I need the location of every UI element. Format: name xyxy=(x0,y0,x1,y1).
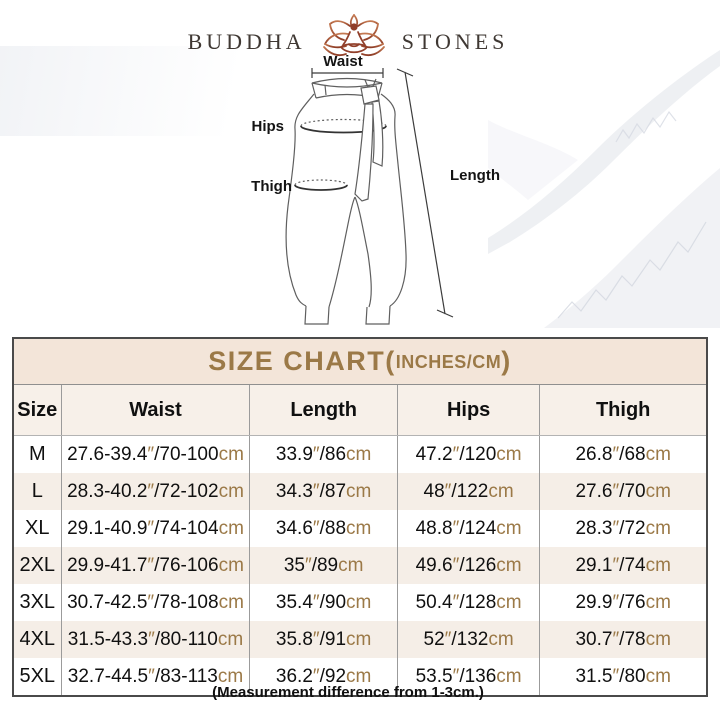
column-header-thigh: Thigh xyxy=(539,385,706,436)
value-cell: 30.7-42.5″/78-108cm xyxy=(60,584,250,621)
size-cell: M xyxy=(28,443,46,465)
table-row-5xl: 5XL 32.7-44.5″/83-113cm 36.2″/92cm 53.5″/13… xyxy=(14,658,706,695)
value-cell: 47.2″/120cm xyxy=(396,435,540,473)
value-cell: 27.6″/70cm xyxy=(539,473,706,510)
value-cell: 35.8″/91cm xyxy=(249,621,398,658)
value-cell: 36.2″/92cm xyxy=(249,658,398,695)
size-cell: 2XL xyxy=(19,554,56,576)
value-cell: 34.3″/87cm xyxy=(249,473,398,510)
size-cell: 5XL xyxy=(19,665,56,687)
value-cell: 35″/89cm xyxy=(249,547,398,584)
value-cell: 48″/122cm xyxy=(396,473,540,510)
value-cell: 26.8″/68cm xyxy=(539,435,706,473)
table-row-2xl: 2XL 29.9-41.7″/76-106cm 35″/89cm 49.6″/126c… xyxy=(14,547,706,584)
value-cell: 27.6-39.4″/70-100cm xyxy=(60,435,250,473)
size-chart-table: SIZE CHART(INCHES/CM) Size Waist Length Hip… xyxy=(12,337,708,697)
size-cell: 4XL xyxy=(19,628,56,650)
value-cell: 35.4″/90cm xyxy=(249,584,398,621)
value-cell: 29.9-41.7″/76-106cm xyxy=(60,547,250,584)
hips-label: Hips xyxy=(251,118,284,135)
value-cell: 52″/132cm xyxy=(396,621,540,658)
value-cell: 32.7-44.5″/83-113cm xyxy=(60,658,250,695)
value-cell: 31.5-43.3″/80-110cm xyxy=(60,621,250,658)
brand-name-right: STONES xyxy=(401,29,509,54)
table-row-xl: XL 29.1-40.9″/74-104cm 34.6″/88cm 48.8″/124… xyxy=(14,510,706,547)
size-table: Size Waist Length Hips Thigh M 27.6-39.4″/70-… xyxy=(14,385,706,695)
column-header-waist: Waist xyxy=(60,385,250,436)
value-cell: 30.7″/78cm xyxy=(539,621,706,658)
column-header-row: Size Waist Length Hips Thigh xyxy=(14,385,706,436)
size-cell: L xyxy=(31,480,43,502)
value-cell: 28.3-40.2″/72-102cm xyxy=(60,473,250,510)
table-row-l: L 28.3-40.2″/72-102cm 34.3″/87cm 48″/122cm 2… xyxy=(14,473,706,510)
value-cell: 53.5″/136cm xyxy=(396,658,540,695)
value-cell: 48.8″/124cm xyxy=(396,510,540,547)
column-header-hips: Hips xyxy=(396,385,540,436)
value-cell: 28.3″/72cm xyxy=(539,510,706,547)
brand-name-left: BUDDHA xyxy=(187,29,306,54)
value-cell: 33.9″/86cm xyxy=(249,435,398,473)
waist-label: Waist xyxy=(323,54,362,70)
size-chart-title-units: INCHES/CM xyxy=(395,352,502,372)
brand-logo: BUDDHA STONES xyxy=(0,14,696,66)
lotus-meditation-icon xyxy=(322,14,385,57)
size-cell: 3XL xyxy=(19,591,56,613)
mountain-watermark xyxy=(488,50,720,328)
table-row-4xl: 4XL 31.5-43.3″/80-110cm 35.8″/91cm 52″/132c… xyxy=(14,621,706,658)
size-chart-title-close: ) xyxy=(501,346,512,376)
table-row-m: M 27.6-39.4″/70-100cm 33.9″/86cm 47.2″/120c… xyxy=(14,435,706,473)
size-chart-title-main: SIZE CHART( xyxy=(208,346,396,376)
value-cell: 34.6″/88cm xyxy=(249,510,398,547)
value-cell: 50.4″/128cm xyxy=(396,584,540,621)
measurement-note: (Measurement difference from 1-3cm.) xyxy=(212,684,484,701)
size-cell: XL xyxy=(25,517,50,539)
value-cell: 31.5″/80cm xyxy=(539,658,706,695)
column-header-length: Length xyxy=(249,385,398,436)
table-row-3xl: 3XL 30.7-42.5″/78-108cm 35.4″/90cm 50.4″/12… xyxy=(14,584,706,621)
value-cell: 29.9″/76cm xyxy=(539,584,706,621)
pants-measurement-diagram: Waist Hips Thigh Length xyxy=(251,54,500,325)
ink-wash-watermark xyxy=(0,46,360,136)
column-header-size: Size xyxy=(14,385,62,436)
thigh-label: Thigh xyxy=(251,178,292,195)
size-chart-title: SIZE CHART(INCHES/CM) xyxy=(14,339,706,385)
value-cell: 49.6″/126cm xyxy=(396,547,540,584)
value-cell: 29.1″/74cm xyxy=(539,547,706,584)
value-cell: 29.1-40.9″/74-104cm xyxy=(60,510,250,547)
length-label: Length xyxy=(450,167,500,184)
